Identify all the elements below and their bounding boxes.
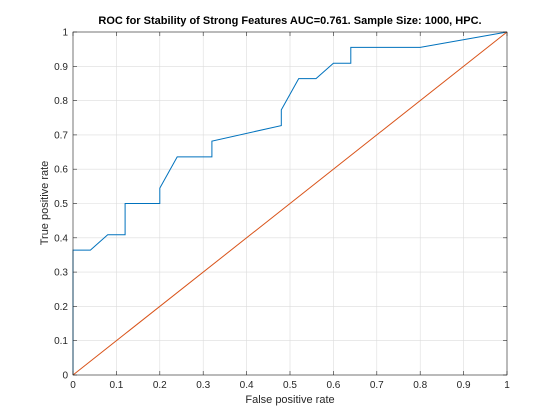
y-tick-label: 1 xyxy=(62,28,68,39)
x-tick-label: 0 xyxy=(70,380,76,391)
x-tick-label: 0.5 xyxy=(283,380,297,391)
y-tick-label: 0.7 xyxy=(54,130,68,141)
roc-curve-line xyxy=(72,31,508,375)
y-tick-label: 0.1 xyxy=(54,336,68,347)
y-tick-label: 0.4 xyxy=(54,233,68,244)
y-tick-label: 0.8 xyxy=(54,96,68,107)
y-tick-label: 0.9 xyxy=(54,62,68,73)
x-tick-label: 0.9 xyxy=(457,380,471,391)
y-axis-label: True positive rate xyxy=(39,161,51,246)
x-tick-label: 0.3 xyxy=(196,380,210,391)
y-tick-label: 0.3 xyxy=(54,268,68,279)
plot-series xyxy=(72,31,508,376)
x-axis-label: False positive rate xyxy=(245,394,334,406)
y-tick-label: 0.2 xyxy=(54,302,68,313)
x-tick-label: 0.2 xyxy=(153,380,167,391)
y-tick-label: 0.5 xyxy=(54,199,68,210)
x-tick-label: 0.7 xyxy=(370,380,384,391)
chance-diagonal-line xyxy=(72,31,508,376)
x-tick-label: 0.1 xyxy=(109,380,123,391)
axis-ticks: 0 0.1 0.2 0.3 0.4 0.5 0.6 0.7 0.8 0.9 1 0 0.1 0.2 0.3 0… xyxy=(54,28,510,392)
x-tick-label: 0.4 xyxy=(240,380,254,391)
y-tick-label: 0 xyxy=(62,371,68,382)
x-tick-label: 1 xyxy=(504,380,510,391)
chart-title: ROC for Stability of Strong Features AUC… xyxy=(98,15,481,27)
x-tick-label: 0.8 xyxy=(413,380,427,391)
x-tick-label: 0.6 xyxy=(326,380,340,391)
y-tick-label: 0.6 xyxy=(54,165,68,176)
